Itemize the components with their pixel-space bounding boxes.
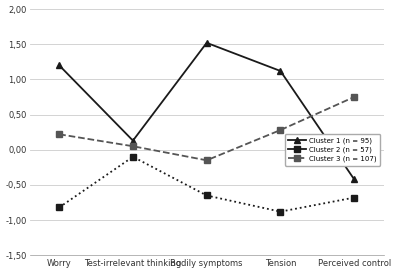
Legend: Cluster 1 (n = 95), Cluster 2 (n = 57), Cluster 3 (n = 107): Cluster 1 (n = 95), Cluster 2 (n = 57), … xyxy=(285,134,380,165)
